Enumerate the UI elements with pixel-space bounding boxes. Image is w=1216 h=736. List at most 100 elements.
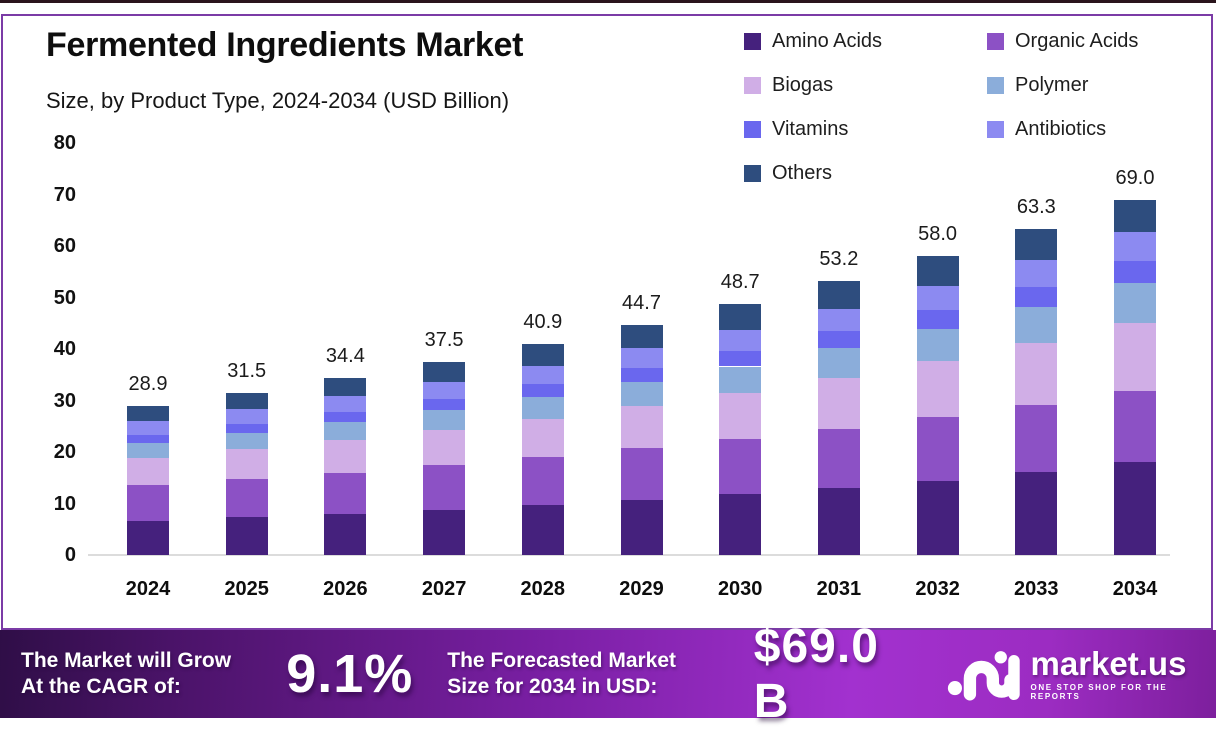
brand-text-block: market.us ONE STOP SHOP FOR THE REPORTS (1031, 647, 1216, 701)
bar-segment-organic-acids (620, 448, 663, 500)
bar-segment-antibiotics (423, 381, 466, 399)
bar-segment-polymer (324, 422, 367, 441)
bar-segment-polymer (423, 410, 466, 430)
bar-total-label: 37.5 (424, 328, 464, 351)
bar-segment-antibiotics (127, 420, 169, 435)
legend-item-others: Others (744, 163, 987, 207)
brand-tagline: ONE STOP SHOP FOR THE REPORTS (1030, 683, 1168, 701)
x-axis-line (88, 554, 1170, 556)
bar-segment-vitamins (1114, 260, 1156, 283)
bar-segment-polymer (620, 382, 663, 407)
bar-segment-antibiotics (1114, 232, 1156, 261)
bar-segment-biogas (324, 440, 367, 473)
bar-segment-vitamins (916, 310, 959, 329)
bar-segment-organic-acids (423, 465, 466, 510)
bar-segment-polymer (916, 328, 959, 362)
legend-swatch (744, 165, 761, 182)
bar-segment-organic-acids (225, 479, 268, 518)
bar-total-label: 63.3 (1016, 196, 1056, 218)
forecast-value: $69.0 B (753, 620, 879, 728)
bar-segment-biogas (521, 418, 564, 458)
bar-segment-others (719, 304, 762, 330)
x-axis-label: 2025 (224, 578, 269, 600)
bar-total-label: 48.7 (720, 271, 760, 294)
bar-segment-vitamins (620, 368, 663, 383)
bar-segment-antibiotics (817, 308, 860, 332)
bar-segment-biogas (127, 458, 169, 486)
bar-segment-others (225, 392, 268, 409)
bar-segment-biogas (817, 377, 860, 429)
forecast-label: The Forecasted Market Size for 2034 in U… (447, 648, 739, 701)
bar-segment-others (620, 324, 663, 349)
bar-segment-amino-acids (1114, 462, 1156, 555)
bar-segment-antibiotics (620, 348, 663, 369)
bar-segment-amino-acids (521, 505, 564, 555)
x-axis-label: 2024 (125, 578, 171, 600)
footer-banner: The Market will Grow At the CAGR of: 9.1… (0, 620, 1216, 728)
legend-swatch (987, 33, 1004, 50)
bar-segment-amino-acids (719, 494, 762, 555)
y-axis-label: 20 (53, 441, 76, 463)
bar-segment-vitamins (719, 351, 762, 367)
bar-segment-organic-acids (719, 439, 762, 495)
bar-segment-organic-acids (324, 472, 367, 514)
bar-segment-antibiotics (225, 408, 268, 424)
legend-item-biogas: Biogas (744, 75, 987, 119)
bar-total-label: 28.9 (128, 373, 168, 396)
bar-segment-polymer (1015, 306, 1058, 343)
top-edge-strip (0, 0, 1216, 3)
y-axis-label: 80 (53, 132, 76, 154)
bar-segment-organic-acids (521, 457, 564, 506)
legend-swatch (987, 121, 1004, 138)
bar-segment-amino-acids (916, 480, 959, 555)
bar-segment-organic-acids (1015, 404, 1058, 473)
bar-segment-polymer (719, 366, 762, 393)
plot-area: 0 10 20 30 40 50 60 70 80 28.9 2024 31.5 2025 34.4 202… (53, 132, 1170, 600)
bar-segment-organic-acids (127, 485, 169, 521)
bar-segment-amino-acids (324, 513, 367, 555)
forecast-label-line2: Size for 2034 in USD: (447, 675, 658, 698)
market-us-logo-icon (947, 651, 1020, 701)
bar-total-label: 53.2 (819, 248, 859, 271)
legend-item-organic-acids: Organic Acids (987, 31, 1138, 75)
legend-label: Amino Acids (772, 30, 883, 52)
page-title: Fermented Ingredients Market (46, 26, 524, 64)
cagr-label-line1: The Market will Grow (21, 648, 232, 672)
legend-swatch (744, 121, 761, 138)
bar-segment-amino-acids (817, 488, 860, 555)
x-axis-label: 2032 (915, 578, 960, 600)
bar-segment-polymer (225, 432, 268, 450)
bar-segment-others (916, 256, 959, 286)
bar-segment-biogas (719, 392, 762, 440)
brand-name: market.us (1030, 645, 1187, 682)
legend-item-antibiotics: Antibiotics (987, 119, 1138, 163)
bar-segment-biogas (225, 449, 268, 480)
legend-swatch (744, 33, 761, 50)
bar-segment-biogas (620, 406, 663, 449)
y-axis-label: 10 (53, 492, 76, 515)
x-axis-label: 2029 (619, 578, 664, 600)
y-axis-label: 60 (53, 235, 76, 257)
bar-segment-biogas (916, 361, 959, 418)
x-axis-label: 2034 (1112, 578, 1158, 600)
bar-segment-amino-acids (1015, 472, 1058, 555)
bar-segment-vitamins (127, 435, 169, 444)
y-axis-label: 0 (64, 544, 76, 566)
chart-card (1, 14, 1213, 630)
bar-segment-antibiotics (719, 329, 762, 352)
legend-swatch (744, 77, 761, 94)
bar-segment-vitamins (225, 423, 268, 433)
legend-label: Biogas (772, 74, 834, 96)
legend-label: Organic Acids (1015, 30, 1139, 52)
bar-total-label: 31.5 (227, 359, 267, 382)
bar-segment-amino-acids (225, 517, 268, 555)
bar-segment-antibiotics (324, 395, 367, 412)
bar-segment-vitamins (817, 331, 860, 349)
legend-swatch (987, 77, 1004, 94)
bar-segment-organic-acids (1114, 390, 1156, 463)
x-axis-label: 2033 (1014, 578, 1059, 600)
bar-segment-others (1015, 229, 1058, 260)
bar-total-label: 44.7 (622, 291, 661, 314)
y-axis-label: 30 (53, 389, 76, 412)
